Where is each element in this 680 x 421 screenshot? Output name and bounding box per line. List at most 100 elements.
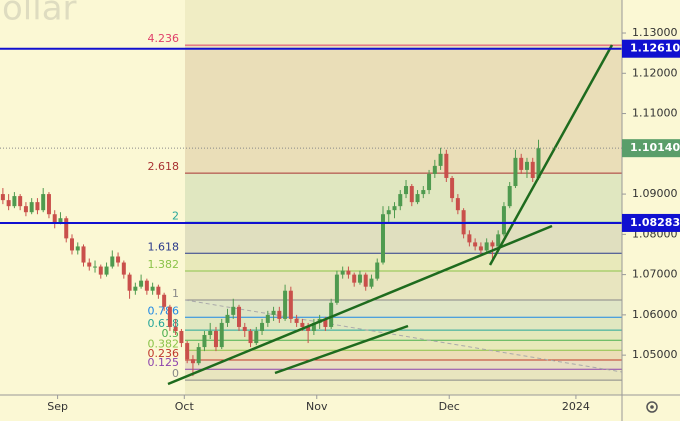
candle-body <box>237 306 242 327</box>
candle-body <box>507 186 512 207</box>
candle-body <box>231 306 236 315</box>
candle-body <box>404 186 409 195</box>
candle-body <box>421 190 426 195</box>
candle-body <box>260 322 265 331</box>
candle-body <box>432 165 437 174</box>
x-tick-label: 2024 <box>562 400 590 413</box>
fib-label: 1 <box>172 287 179 300</box>
candle-body <box>248 330 253 344</box>
candle-body <box>478 246 483 251</box>
fib-band <box>185 340 622 351</box>
fib-label: 1.618 <box>148 240 180 253</box>
candle-body <box>64 218 69 239</box>
y-tick-label: 1.06000 <box>632 308 678 321</box>
price-axis <box>622 0 680 421</box>
candle-body <box>306 326 311 331</box>
fib-label: 1.382 <box>148 258 180 271</box>
candle-body <box>242 326 247 331</box>
fib-area <box>185 0 622 395</box>
y-tick-label: 1.13000 <box>632 26 678 39</box>
candle-body <box>41 194 46 211</box>
candle-body <box>196 347 201 364</box>
candle-body <box>110 256 115 267</box>
candle-body <box>52 214 57 223</box>
fib-label: 2 <box>172 209 179 222</box>
candle-body <box>133 286 138 291</box>
fib-label: 2.618 <box>148 160 180 173</box>
fib-band <box>185 253 622 271</box>
candle-body <box>208 330 213 336</box>
price-tag <box>622 39 680 58</box>
last-price-tag <box>622 139 680 158</box>
y-tick-label: 1.11000 <box>632 107 678 120</box>
fib-band <box>185 350 622 360</box>
y-tick-label: 1.07000 <box>632 268 678 281</box>
price-tag-label: 1.12610 <box>630 42 680 55</box>
candle-body <box>352 274 357 283</box>
candle-body <box>185 343 190 360</box>
candle-body <box>46 194 51 215</box>
candle-body <box>69 238 74 251</box>
candle-body <box>496 234 501 247</box>
price-tag <box>622 213 680 232</box>
fib-label: 0.125 <box>148 356 180 369</box>
candle-body <box>369 278 374 287</box>
candle-body <box>23 206 28 213</box>
x-tick-label: Sep <box>47 400 68 413</box>
candle-body <box>490 242 495 247</box>
candle-body <box>363 274 368 287</box>
candle-body <box>455 198 460 211</box>
candle-body <box>58 218 63 223</box>
candle-body <box>98 266 103 275</box>
candle-body <box>340 270 345 275</box>
candle-body <box>219 322 224 348</box>
x-tick-label: Dec <box>439 400 460 413</box>
candle-body <box>104 266 109 275</box>
candle-body <box>501 206 506 235</box>
candle-body <box>35 202 40 211</box>
fib-band <box>185 299 622 318</box>
candle-body <box>179 330 184 344</box>
candle-body <box>121 262 126 275</box>
candle-body <box>444 153 449 178</box>
candle-body <box>173 326 178 331</box>
candle-body <box>329 302 334 327</box>
candle-body <box>323 318 328 327</box>
fib-label: 0.382 <box>148 337 180 350</box>
time-axis <box>0 395 680 421</box>
candle-body <box>530 161 535 178</box>
candle-body <box>380 214 385 263</box>
candle-body <box>398 194 403 207</box>
candle-body <box>415 194 420 203</box>
y-tick-label: 1.12000 <box>632 66 678 79</box>
fib-label: 0.236 <box>148 347 180 360</box>
candle-body <box>294 318 299 323</box>
candle-body <box>334 274 339 303</box>
candle-body <box>265 314 270 323</box>
candle-body <box>519 157 524 170</box>
candle-body <box>190 359 195 364</box>
fib-label: 4.236 <box>148 32 180 45</box>
candle-body <box>29 202 34 213</box>
settings-icon[interactable] <box>646 401 658 413</box>
candle-body <box>0 194 5 201</box>
trend-line <box>184 299 623 373</box>
fib-band <box>185 359 622 370</box>
candle-body <box>225 314 230 323</box>
fib-band <box>185 270 622 300</box>
fib-band <box>185 222 622 254</box>
trend-lines <box>167 44 614 386</box>
candle-body <box>346 270 351 275</box>
candle-body <box>386 210 391 215</box>
candle-body <box>162 294 167 307</box>
candle-body <box>139 280 144 287</box>
candle-body <box>12 196 17 207</box>
candle-body <box>375 262 380 279</box>
candle-body <box>409 186 414 203</box>
candle-body <box>438 153 443 166</box>
candle-body <box>6 200 11 207</box>
candle-body <box>87 262 92 267</box>
candle-body <box>93 266 98 268</box>
